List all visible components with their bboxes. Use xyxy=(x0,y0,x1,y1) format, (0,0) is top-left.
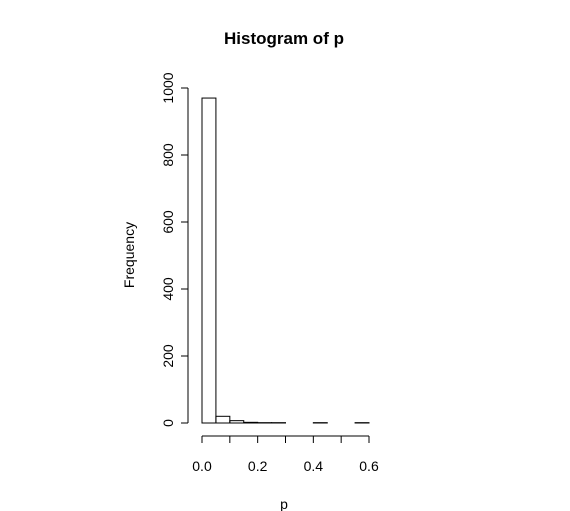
y-tick-label: 400 xyxy=(160,277,176,301)
x-axis-title: p xyxy=(280,496,288,511)
y-axis-title: Frequency xyxy=(121,222,137,288)
y-tick-label: 200 xyxy=(160,344,176,368)
x-tick-label: 0.6 xyxy=(359,458,379,474)
y-tick-label: 1000 xyxy=(160,72,176,103)
x-axis: 0.0 0.2 0.4 0.6 xyxy=(192,435,379,474)
histogram-bars xyxy=(201,97,370,424)
y-tick-label: 0 xyxy=(160,419,176,427)
histogram-bar xyxy=(229,420,245,424)
y-axis: 0 200 400 600 800 1000 xyxy=(160,72,189,427)
y-tick-label: 600 xyxy=(160,210,176,234)
x-tick-label: 0.4 xyxy=(304,458,324,474)
x-tick-label: 0.2 xyxy=(248,458,268,474)
x-tick-label: 0.0 xyxy=(192,458,212,474)
chart-title: Histogram of p xyxy=(224,29,344,48)
histogram-bar xyxy=(215,415,231,424)
histogram-bar xyxy=(201,97,217,424)
histogram-bar xyxy=(243,421,259,424)
y-tick-label: 800 xyxy=(160,143,176,167)
